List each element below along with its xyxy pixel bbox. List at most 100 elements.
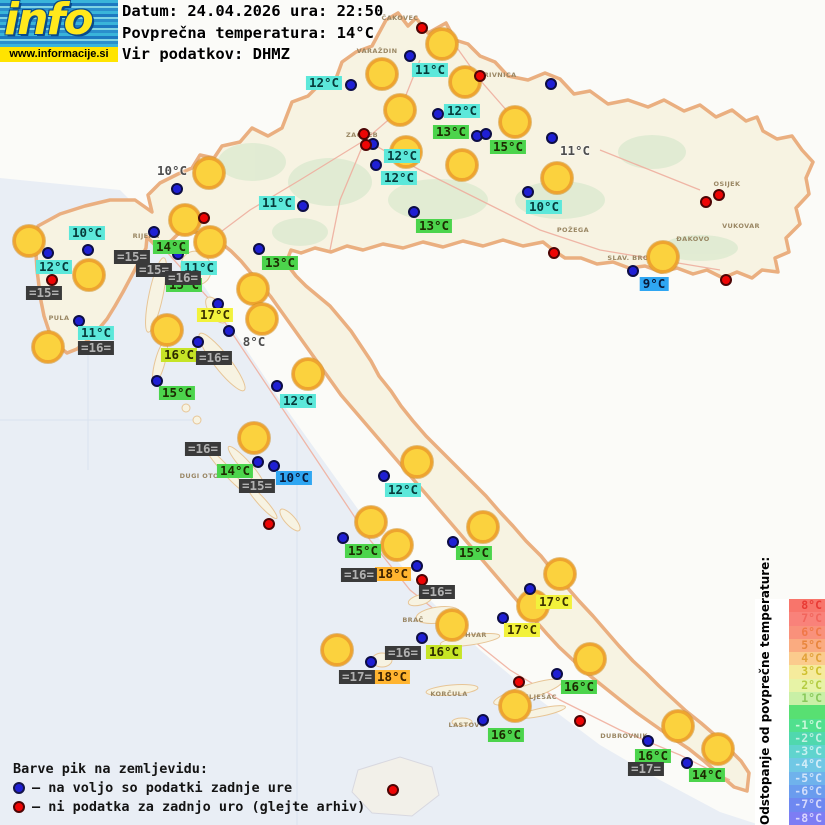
temp-label[interactable]: 12°C xyxy=(383,149,421,163)
temp-label[interactable]: 16°C xyxy=(487,728,525,742)
station-dot-red[interactable] xyxy=(263,518,275,530)
temp-label[interactable]: 10°C xyxy=(156,163,188,178)
station-dot-blue[interactable] xyxy=(546,132,558,144)
station-dot-red[interactable] xyxy=(548,247,560,259)
station-dot-blue[interactable] xyxy=(411,560,423,572)
station-dot-blue[interactable] xyxy=(477,714,489,726)
station-dot-blue[interactable] xyxy=(378,470,390,482)
temp-label[interactable]: 18°C xyxy=(374,567,412,581)
temp-label[interactable]: =17= xyxy=(338,670,376,684)
temp-label[interactable]: 8°C xyxy=(242,334,266,349)
station-dot-red[interactable] xyxy=(720,274,732,286)
station-dot-blue[interactable] xyxy=(370,159,382,171)
station-dot-blue[interactable] xyxy=(297,200,309,212)
station-dot-blue[interactable] xyxy=(223,325,235,337)
temp-label[interactable]: 15°C xyxy=(489,140,527,154)
station-dot-red[interactable] xyxy=(474,70,486,82)
station-dot-blue[interactable] xyxy=(681,757,693,769)
station-dot-blue[interactable] xyxy=(268,460,280,472)
temp-label[interactable]: 18°C xyxy=(373,670,411,684)
temp-label[interactable]: 14°C xyxy=(688,768,726,782)
temp-label[interactable]: =16= xyxy=(340,568,378,582)
temp-label[interactable]: 10°C xyxy=(275,471,313,485)
temp-label[interactable]: 9°C xyxy=(639,277,669,291)
temp-label[interactable]: 14°C xyxy=(152,240,190,254)
station-dot-blue[interactable] xyxy=(42,247,54,259)
station-dot-blue[interactable] xyxy=(82,244,94,256)
temp-label[interactable]: 17°C xyxy=(535,595,573,609)
temp-label[interactable]: 11°C xyxy=(258,196,296,210)
temp-label[interactable]: 16°C xyxy=(425,645,463,659)
station-dot-blue[interactable] xyxy=(447,536,459,548)
station-dot-blue[interactable] xyxy=(522,186,534,198)
station-dot-blue[interactable] xyxy=(171,183,183,195)
temp-label[interactable]: =16= xyxy=(384,646,422,660)
station-dot-blue[interactable] xyxy=(524,583,536,595)
temp-label[interactable]: 16°C xyxy=(560,680,598,694)
temp-label[interactable]: =16= xyxy=(195,351,233,365)
station-dot-red[interactable] xyxy=(46,274,58,286)
temp-label[interactable]: 11°C xyxy=(411,63,449,77)
temp-label[interactable]: =16= xyxy=(418,585,456,599)
station-dot-blue[interactable] xyxy=(404,50,416,62)
station-dot-blue[interactable] xyxy=(642,735,654,747)
temp-label[interactable]: 10°C xyxy=(525,200,563,214)
station-dot-red[interactable] xyxy=(416,22,428,34)
station-dot-blue[interactable] xyxy=(337,532,349,544)
site-url-link[interactable]: www.informacije.si xyxy=(0,47,118,62)
temp-label[interactable]: 11°C xyxy=(559,143,591,158)
temp-label[interactable]: 13°C xyxy=(432,125,470,139)
station-dot-blue[interactable] xyxy=(192,336,204,348)
station-dot-red[interactable] xyxy=(198,212,210,224)
temp-label[interactable]: 14°C xyxy=(216,464,254,478)
scale-step: 3°C xyxy=(789,665,825,679)
temp-label[interactable]: =16= xyxy=(77,341,115,355)
temp-label[interactable]: 17°C xyxy=(503,623,541,637)
station-dot-blue[interactable] xyxy=(345,79,357,91)
station-dot-blue[interactable] xyxy=(408,206,420,218)
station-dot-blue[interactable] xyxy=(551,668,563,680)
temp-label[interactable]: =15= xyxy=(25,286,63,300)
site-logo[interactable]: info www.informacije.si xyxy=(0,0,118,62)
station-dot-red[interactable] xyxy=(360,139,372,151)
temp-label[interactable]: 12°C xyxy=(279,394,317,408)
temp-label[interactable]: =15= xyxy=(238,479,276,493)
station-dot-red[interactable] xyxy=(387,784,399,796)
temp-label[interactable]: 15°C xyxy=(158,386,196,400)
temp-label[interactable]: 11°C xyxy=(77,326,115,340)
temp-label[interactable]: =16= xyxy=(184,442,222,456)
station-dot-blue[interactable] xyxy=(627,265,639,277)
station-dot-red[interactable] xyxy=(513,676,525,688)
station-dot-blue[interactable] xyxy=(253,243,265,255)
station-dot-red[interactable] xyxy=(574,715,586,727)
temp-label[interactable]: 16°C xyxy=(160,348,198,362)
station-dot-blue[interactable] xyxy=(148,226,160,238)
temp-label[interactable]: 12°C xyxy=(443,104,481,118)
station-dot-blue[interactable] xyxy=(271,380,283,392)
temp-label[interactable]: 16°C xyxy=(634,749,672,763)
temp-label[interactable]: =15= xyxy=(113,250,151,264)
temp-label[interactable]: 13°C xyxy=(261,256,299,270)
temp-label[interactable]: 12°C xyxy=(380,171,418,185)
temp-label[interactable]: 12°C xyxy=(384,483,422,497)
temp-label[interactable]: 12°C xyxy=(305,76,343,90)
station-dot-blue[interactable] xyxy=(545,78,557,90)
station-dot-blue[interactable] xyxy=(365,656,377,668)
station-dot-blue[interactable] xyxy=(432,108,444,120)
temp-label[interactable]: 12°C xyxy=(35,260,73,274)
temp-label[interactable]: 15°C xyxy=(455,546,493,560)
temp-label[interactable]: =17= xyxy=(627,762,665,776)
temp-label[interactable]: =16= xyxy=(164,271,202,285)
temp-label[interactable]: =15= xyxy=(135,263,173,277)
station-dot-blue[interactable] xyxy=(252,456,264,468)
temp-label[interactable]: 13°C xyxy=(415,219,453,233)
station-dot-blue[interactable] xyxy=(497,612,509,624)
temp-label[interactable]: 17°C xyxy=(196,308,234,322)
station-dot-blue[interactable] xyxy=(480,128,492,140)
temp-label[interactable]: 15°C xyxy=(344,544,382,558)
temp-label[interactable]: 10°C xyxy=(68,226,106,240)
station-dot-blue[interactable] xyxy=(416,632,428,644)
station-dot-red[interactable] xyxy=(713,189,725,201)
station-dot-red[interactable] xyxy=(700,196,712,208)
station-dot-blue[interactable] xyxy=(151,375,163,387)
